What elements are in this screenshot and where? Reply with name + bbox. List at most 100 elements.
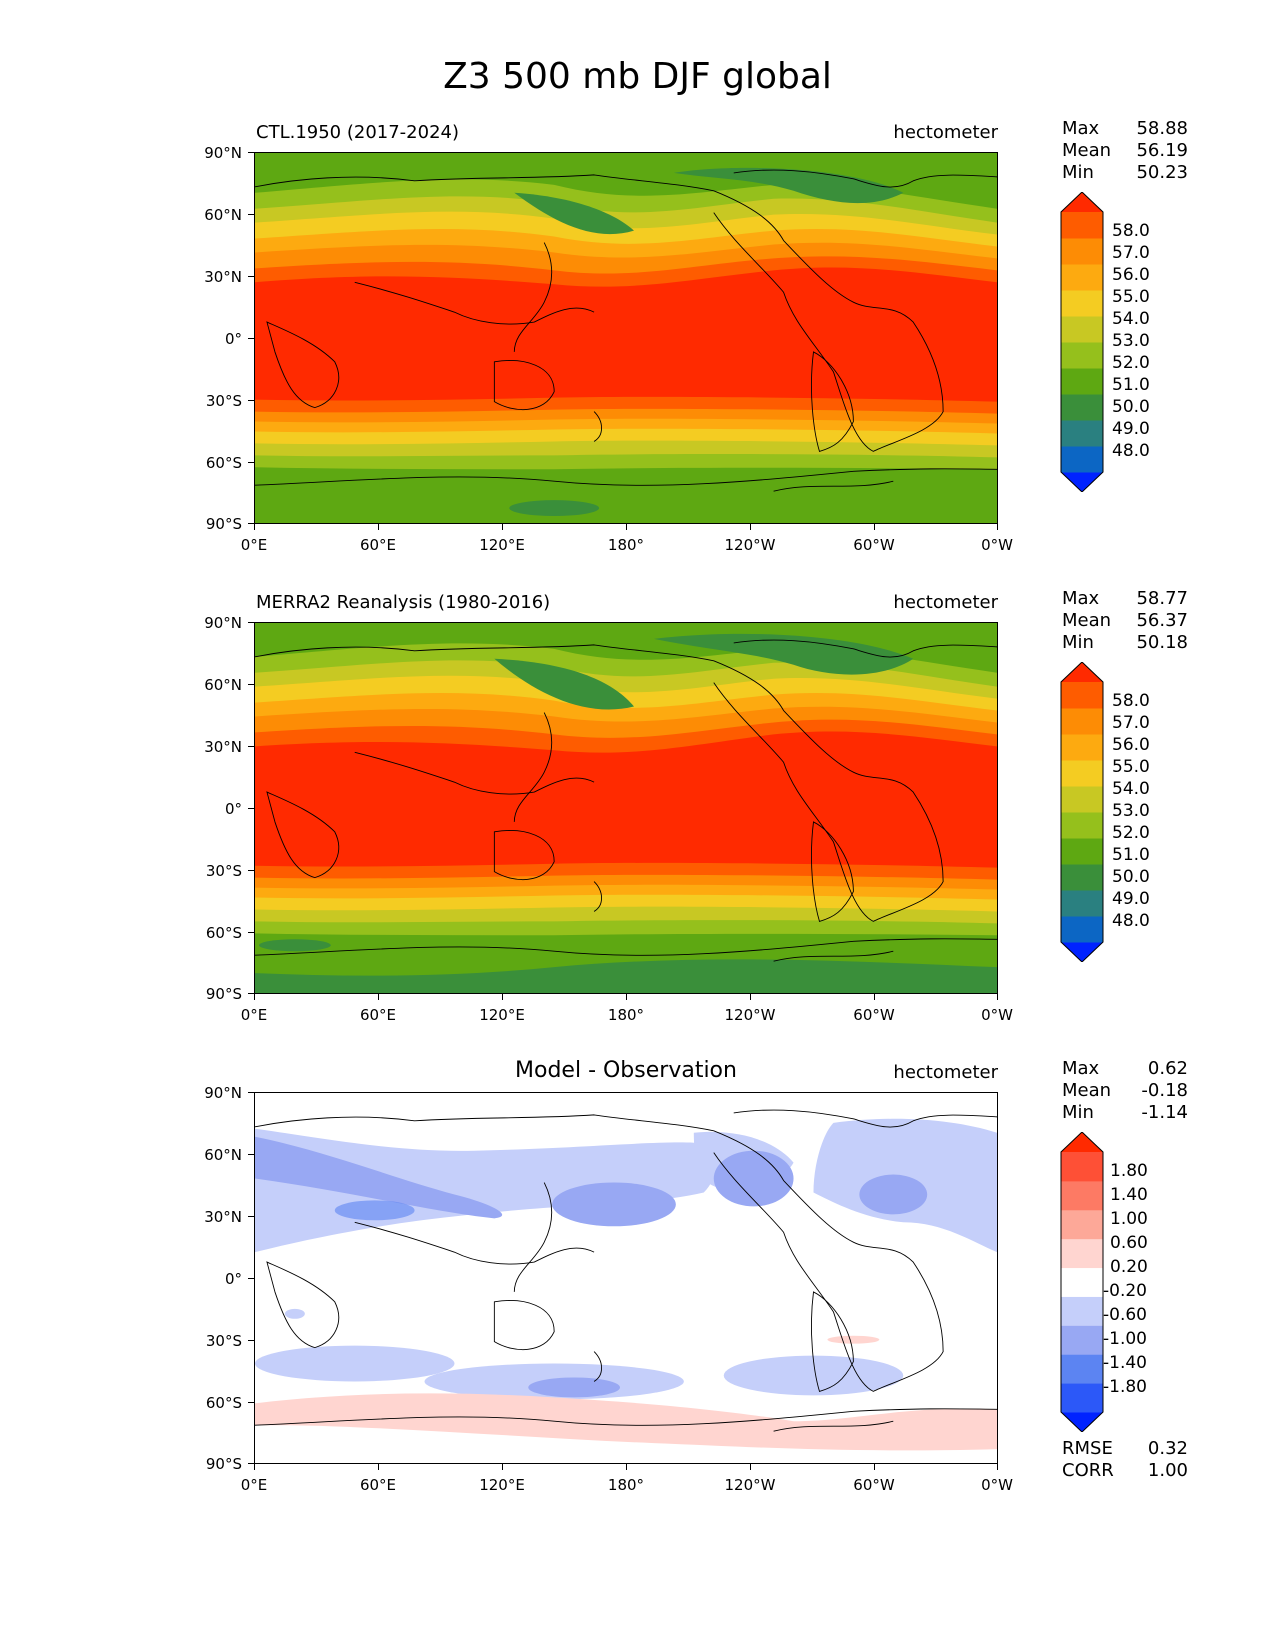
- colorbar-swatch: [1061, 890, 1103, 917]
- colorbar-label: 50.0: [1112, 867, 1150, 887]
- stat-value: 50.23: [1136, 162, 1188, 183]
- stat-key: Max: [1062, 588, 1100, 609]
- colorbar-label: 53.0: [1112, 331, 1150, 351]
- x-tick-label: 60°E: [359, 1006, 397, 1024]
- coastlines: [255, 169, 997, 492]
- colorbar-label: 1.80: [1110, 1161, 1148, 1181]
- colorbar-swatch: [1061, 838, 1103, 865]
- colorbar-label: 58.0: [1112, 691, 1150, 711]
- stat-value: -0.18: [1141, 1080, 1188, 1101]
- x-tick-label: 0°E: [240, 536, 268, 554]
- colorbar-swatch: [1061, 786, 1103, 813]
- y-tick-label: 60°N: [204, 676, 242, 694]
- colorbar-outline: [1060, 662, 1104, 962]
- stats-box: Max 0.62 Mean -0.18 Min -1.14: [1062, 1058, 1188, 1124]
- colorbar-label: 54.0: [1112, 309, 1150, 329]
- colorbar-label: -1.00: [1103, 1329, 1147, 1349]
- colorbar-label: 56.0: [1112, 265, 1150, 285]
- colorbar-label: 52.0: [1112, 823, 1150, 843]
- stat-key: Min: [1062, 1102, 1094, 1123]
- colorbar-swatch: [1061, 942, 1103, 962]
- y-tick-label: 30°S: [205, 392, 242, 410]
- y-tick-label: 60°N: [204, 1146, 242, 1164]
- y-tick-label: 90°S: [205, 985, 242, 1003]
- x-tick-label: 120°W: [724, 1476, 776, 1494]
- map-model: [254, 152, 998, 524]
- metric-value: 1.00: [1147, 1460, 1188, 1481]
- y-tick-label: 30°S: [205, 862, 242, 880]
- y-tick-label: 90°N: [204, 614, 242, 632]
- colorbar-swatch: [1061, 342, 1103, 369]
- colorbar-swatch: [1061, 1296, 1103, 1326]
- colorbar-swatch: [1061, 1132, 1103, 1152]
- stat-key: Mean: [1062, 1080, 1112, 1101]
- colorbar-label: 53.0: [1112, 801, 1150, 821]
- colorbar-label: 55.0: [1112, 287, 1150, 307]
- y-tick-label: 90°N: [204, 144, 242, 162]
- x-tick-label: 0°E: [240, 1006, 268, 1024]
- colorbar-label: 56.0: [1112, 735, 1150, 755]
- panel-diff: Model - Observation hectometer: [0, 940, 1275, 1494]
- colorbar-label: 0.20: [1110, 1257, 1148, 1277]
- colorbar-swatch: [1061, 812, 1103, 839]
- colorbar-swatch: [1061, 264, 1103, 291]
- x-tick-label: 60°W: [853, 1006, 895, 1024]
- x-tick-label: 180°: [607, 536, 645, 554]
- colorbar-label: 52.0: [1112, 353, 1150, 373]
- x-tick-label: 0°W: [981, 536, 1013, 554]
- contour-fill: [255, 153, 997, 523]
- panel-label: MERRA2 Reanalysis (1980-2016): [256, 592, 551, 613]
- x-tick-label: 120°W: [724, 536, 776, 554]
- colorbar-swatch: [1061, 212, 1103, 239]
- colorbar-swatch: [1061, 1180, 1103, 1211]
- colorbar: [1060, 192, 1104, 492]
- colorbar-swatch: [1061, 662, 1103, 682]
- colorbar-swatch: [1061, 420, 1103, 447]
- colorbar: [1060, 662, 1104, 962]
- y-tick-label: 30°N: [204, 268, 242, 286]
- colorbar-swatches: [1060, 662, 1104, 962]
- colorbar-label: 57.0: [1112, 243, 1150, 263]
- y-tick-label: 60°S: [205, 924, 242, 942]
- stat-key: Max: [1062, 118, 1100, 139]
- colorbar-swatch: [1061, 1383, 1103, 1413]
- colorbar-label: -0.20: [1103, 1281, 1147, 1301]
- colorbar-swatch: [1061, 1267, 1103, 1297]
- colorbar-swatch: [1061, 1354, 1103, 1384]
- y-tick-label: 60°S: [205, 454, 242, 472]
- colorbar-swatch: [1061, 238, 1103, 265]
- y-tick-label: 30°N: [204, 1208, 242, 1226]
- y-tick-label: 60°S: [205, 1394, 242, 1412]
- colorbar-swatch: [1061, 1325, 1103, 1355]
- contour-fill: [255, 1093, 997, 1463]
- panel-label: CTL.1950 (2017-2024): [256, 122, 460, 143]
- stats-box: Max 58.77 Mean 56.37 Min 50.18: [1062, 588, 1188, 654]
- colorbar-label: 57.0: [1112, 713, 1150, 733]
- y-tick-label: 30°S: [205, 1332, 242, 1350]
- map-obs: [254, 622, 998, 994]
- stat-key: Mean: [1062, 140, 1112, 161]
- x-tick-label: 60°E: [359, 536, 397, 554]
- stat-key: Max: [1062, 1058, 1100, 1079]
- x-tick-label: 120°E: [479, 1476, 525, 1494]
- stat-value: 56.19: [1136, 140, 1188, 161]
- colorbar-swatch: [1061, 472, 1103, 492]
- stat-key: Min: [1062, 632, 1094, 653]
- colorbar-swatch: [1061, 734, 1103, 761]
- map-diff: [254, 1092, 998, 1464]
- stat-value: -1.14: [1141, 1102, 1188, 1123]
- x-tick-label: 60°W: [853, 536, 895, 554]
- y-tick-label: 90°S: [205, 515, 242, 533]
- colorbar-label: 49.0: [1112, 889, 1150, 909]
- colorbar-swatches: [1060, 192, 1104, 492]
- y-tick-label: 60°N: [204, 206, 242, 224]
- colorbar-swatch: [1061, 290, 1103, 317]
- colorbar-label: 1.00: [1110, 1209, 1148, 1229]
- colorbar-swatch: [1061, 316, 1103, 343]
- x-tick-label: 120°E: [479, 1006, 525, 1024]
- panel-obs: MERRA2 Reanalysis (1980-2016) hectometer: [0, 470, 1275, 1024]
- stats-box: Max 58.88 Mean 56.19 Min 50.23: [1062, 118, 1188, 184]
- colorbar-label: 54.0: [1112, 779, 1150, 799]
- colorbar-label: 58.0: [1112, 221, 1150, 241]
- x-tick-label: 180°: [607, 1476, 645, 1494]
